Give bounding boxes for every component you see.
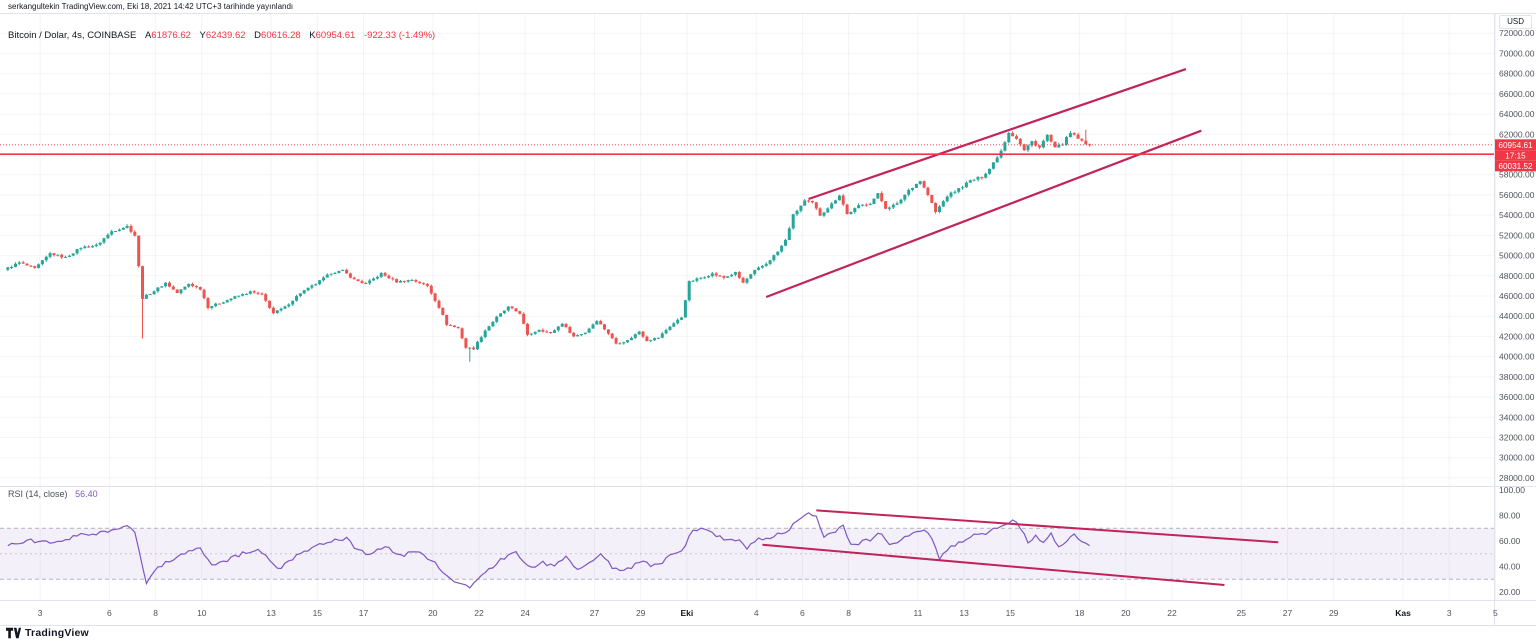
price-axis-labels: 28000.00 30000.00 32000.00 34000.00 36000.00…: [1499, 28, 1535, 597]
publish-note: serkangultekin TradingView.com, Eki 18, …: [8, 2, 294, 11]
candles-layer: [6, 129, 1092, 362]
hline-price-badge: 60031.52: [1495, 160, 1536, 172]
ohlc-open-value: 61876.62: [151, 30, 191, 41]
svg-text:80.00: 80.00: [1499, 511, 1521, 521]
svg-text:42000.00: 42000.00: [1499, 331, 1535, 341]
svg-text:62000.00: 62000.00: [1499, 129, 1535, 139]
svg-text:38000.00: 38000.00: [1499, 372, 1535, 382]
svg-text:100.00: 100.00: [1499, 485, 1525, 495]
svg-text:3: 3: [38, 608, 43, 618]
svg-text:6: 6: [800, 608, 805, 618]
svg-text:64000.00: 64000.00: [1499, 109, 1535, 119]
svg-text:27: 27: [1283, 608, 1293, 618]
svg-text:36000.00: 36000.00: [1499, 392, 1535, 402]
svg-text:32000.00: 32000.00: [1499, 433, 1535, 443]
svg-text:27: 27: [590, 608, 600, 618]
ohlc-high-value: 62439.62: [205, 30, 246, 41]
svg-text:60.00: 60.00: [1499, 536, 1521, 546]
svg-text:15: 15: [1006, 608, 1016, 618]
rsi-band: [0, 528, 1494, 580]
rsi-trend-lines: [762, 509, 1279, 586]
time-axis-labels: 3 6 8 10 13 15 17 20 22 24 27 29 Eki 4 6 8 11 13 15 18 20 22 2…: [38, 608, 1498, 618]
ohlc-high-key: Y: [199, 30, 206, 41]
svg-text:56000.00: 56000.00: [1499, 190, 1535, 200]
svg-text:24: 24: [520, 608, 530, 618]
svg-text:52000.00: 52000.00: [1499, 230, 1535, 240]
svg-text:48000.00: 48000.00: [1499, 271, 1535, 281]
svg-text:6: 6: [107, 608, 112, 618]
svg-text:46000.00: 46000.00: [1499, 291, 1535, 301]
svg-text:8: 8: [846, 608, 851, 618]
svg-text:68000.00: 68000.00: [1499, 69, 1535, 79]
rsi-header: RSI (14, close) 56.40: [8, 489, 98, 499]
trend-channel: [765, 68, 1202, 299]
svg-text:58000.00: 58000.00: [1499, 170, 1535, 180]
svg-text:4: 4: [754, 608, 759, 618]
countdown-badge: 17:15: [1495, 150, 1536, 161]
grid-layer: [0, 14, 1496, 600]
svg-text:30000.00: 30000.00: [1499, 453, 1535, 463]
tradingview-logo[interactable]: TradingView: [6, 627, 89, 639]
tradingview-logo-text: TradingView: [25, 627, 89, 639]
svg-text:13: 13: [959, 608, 969, 618]
svg-text:22: 22: [474, 608, 484, 618]
svg-text:29: 29: [636, 608, 646, 618]
svg-text:17:15: 17:15: [1505, 151, 1526, 160]
svg-text:8: 8: [153, 608, 158, 618]
svg-text:40000.00: 40000.00: [1499, 352, 1535, 362]
time-axis[interactable]: [0, 601, 1494, 625]
svg-text:15: 15: [313, 608, 323, 618]
svg-text:Kas: Kas: [1395, 608, 1411, 618]
svg-text:5: 5: [1493, 608, 1498, 618]
svg-text:17: 17: [359, 608, 369, 618]
currency-button[interactable]: USD: [1499, 15, 1532, 29]
svg-text:54000.00: 54000.00: [1499, 210, 1535, 220]
svg-text:44000.00: 44000.00: [1499, 311, 1535, 321]
rsi-label[interactable]: RSI: [8, 489, 24, 499]
last-price-badge: 60954.61: [1495, 139, 1536, 151]
svg-text:Eki: Eki: [681, 608, 694, 618]
svg-text:50000.00: 50000.00: [1499, 251, 1535, 261]
svg-text:66000.00: 66000.00: [1499, 89, 1535, 99]
svg-text:29: 29: [1329, 608, 1339, 618]
rsi-plot-line: [7, 512, 1090, 589]
svg-text:11: 11: [913, 608, 922, 618]
svg-text:40.00: 40.00: [1499, 562, 1521, 572]
svg-text:70000.00: 70000.00: [1499, 48, 1535, 58]
svg-text:20: 20: [1121, 608, 1131, 618]
svg-text:3: 3: [1447, 608, 1452, 618]
ohlc-close-value: 60954.61: [315, 30, 356, 41]
svg-text:60954.61: 60954.61: [1498, 141, 1533, 150]
svg-text:25: 25: [1237, 608, 1247, 618]
svg-text:28000.00: 28000.00: [1499, 473, 1535, 483]
ohlc-low-value: 60616.28: [261, 30, 301, 41]
symbol-header: Bitcoin / Dolar, 4s, COINBASE A61876.62 …: [8, 30, 435, 41]
price-axis[interactable]: [1494, 14, 1536, 600]
svg-text:60031.52: 60031.52: [1498, 162, 1533, 171]
ohlc-low-key: D: [254, 30, 262, 41]
tradingview-logo-icon: [6, 627, 21, 639]
svg-text:10: 10: [197, 608, 207, 618]
symbol-title[interactable]: Bitcoin / Dolar, 4s, COINBASE: [8, 30, 137, 41]
ohlc-close-key: K: [309, 30, 316, 41]
price-change: -922.33 (-1.49%): [363, 30, 436, 41]
rsi-params: (14, close): [25, 489, 68, 499]
svg-text:20.00: 20.00: [1499, 587, 1521, 597]
svg-text:20: 20: [428, 608, 438, 618]
svg-text:13: 13: [266, 608, 276, 618]
svg-text:22: 22: [1167, 608, 1177, 618]
svg-text:72000.00: 72000.00: [1499, 28, 1535, 38]
ohlc-open-key: A: [144, 30, 152, 41]
rsi-value: 56.40: [75, 489, 98, 499]
svg-text:34000.00: 34000.00: [1499, 412, 1535, 422]
svg-text:18: 18: [1075, 608, 1085, 618]
